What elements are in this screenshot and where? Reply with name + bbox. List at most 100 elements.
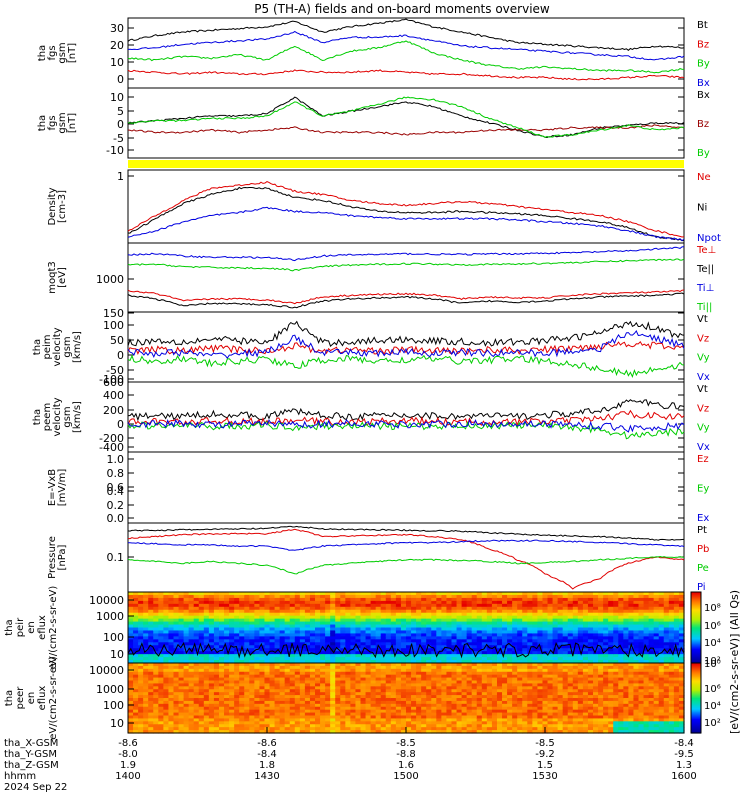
spectrogram-cell [517,624,523,629]
spectrogram-cell [628,612,635,617]
spectrogram-cell [325,609,331,614]
spectrogram-cell [411,709,417,714]
spectrogram-cell [603,630,609,635]
spectrogram-cell [279,730,286,734]
spectrogram-cell [557,657,564,661]
spectrogram-cell [421,663,427,667]
spectrogram-cell [203,700,210,705]
spectrogram-cell [411,727,417,731]
spectrogram-cell [628,624,635,629]
spectrogram-cell [613,648,619,652]
spectrogram-cell [340,660,346,664]
spectrogram-cell [158,657,164,661]
spectrogram-cell [325,665,331,670]
spectrogram-cell [284,668,291,673]
spectrogram-cell [567,700,574,705]
spectrogram-cell [239,618,245,623]
spectrogram-cell [355,627,362,632]
spectrogram-cell [163,618,170,623]
spectrogram-cell [304,703,311,708]
spectrogram-cell [375,715,382,720]
spectrogram-cell [304,660,311,664]
spectrogram-cell [598,627,604,632]
spectrogram-cell [309,606,316,611]
spectrogram-cell [173,651,180,655]
spectrogram-cell [218,592,225,596]
spectrogram-cell [299,624,306,629]
spectrogram-cell [158,651,164,655]
spectrogram-cell [249,668,255,673]
spectrogram-cell [431,621,437,626]
spectrogram-cell [390,727,397,731]
spectrogram-cell [284,695,291,699]
spectrogram-cell [224,645,230,649]
spectrogram-cell [264,724,271,728]
spectrogram-cell [577,639,584,643]
spectrogram-cell [441,692,448,696]
spectrogram-cell [345,724,351,728]
spectrogram-cell [481,642,488,646]
spectrogram-cell [269,721,276,725]
spectrogram-cell [183,677,190,682]
spectrogram-cell [421,703,427,708]
spectrogram-cell [315,657,321,661]
spectrogram-cell [355,657,362,661]
spectrogram-cell [395,686,402,690]
spectrogram-cell [400,727,407,731]
spectrogram-cell [254,660,261,664]
spectrogram-cell [360,715,367,720]
spectrogram-cell [355,600,362,605]
spectrogram-cell [320,689,326,693]
spectrogram-cell [456,636,463,640]
spectrogram-cell [587,633,594,637]
spectrogram-cell [188,651,195,655]
spectrogram-cell [426,700,432,705]
spectrogram-cell [345,618,351,623]
spectrogram-cell [668,594,675,599]
spectrogram-cell [491,639,498,643]
spectrogram-cell [299,615,306,620]
spectrogram-cell [299,618,306,623]
spectrogram-cell [663,609,670,614]
spectrogram-cell [618,627,624,632]
spectrogram-cell [491,592,498,596]
spectrogram-cell [163,609,170,614]
spectrogram-cell [461,660,468,664]
spectrogram-cell [133,709,139,714]
spectrogram-cell [320,594,326,599]
spectrogram-cell [436,633,442,637]
y-axis-label: fgs [47,45,58,60]
spectrogram-cell [608,642,614,646]
spectrogram-cell [517,621,523,626]
spectrogram-cell [325,594,331,599]
spectrogram-cell [411,712,417,717]
spectrogram-cell [259,668,266,673]
spectrogram-cell [491,698,498,702]
spectrogram-cell [153,674,159,679]
spectrogram-cell [527,630,533,635]
spectrogram-cell [380,715,387,720]
spectrogram-cell [507,636,513,640]
spectrogram-cell [218,686,225,690]
spectrogram-cell [486,636,493,640]
spectrogram-cell [284,606,291,611]
spectrogram-cell [461,671,468,676]
spectrogram-cell [663,660,670,664]
legend-Bz: Bz [697,119,709,130]
spectrogram-cell [527,724,533,728]
spectrogram-cell [491,612,498,617]
spectrogram-cell [395,715,402,720]
spectrogram-cell [229,612,235,617]
spectrogram-cell [567,665,574,670]
spectrogram-cell [532,727,539,731]
spectrogram-cell [456,618,463,623]
spectrogram-cell [163,627,170,632]
spectrogram-cell [562,654,569,658]
spectrogram-cell [148,600,154,605]
spectrogram-cell [213,665,220,670]
spectrogram-cell [461,698,468,702]
spectrogram-cell [284,624,291,629]
spectrogram-cell [527,654,533,658]
spectrogram-cell [234,600,240,605]
spectrogram-cell [239,703,245,708]
